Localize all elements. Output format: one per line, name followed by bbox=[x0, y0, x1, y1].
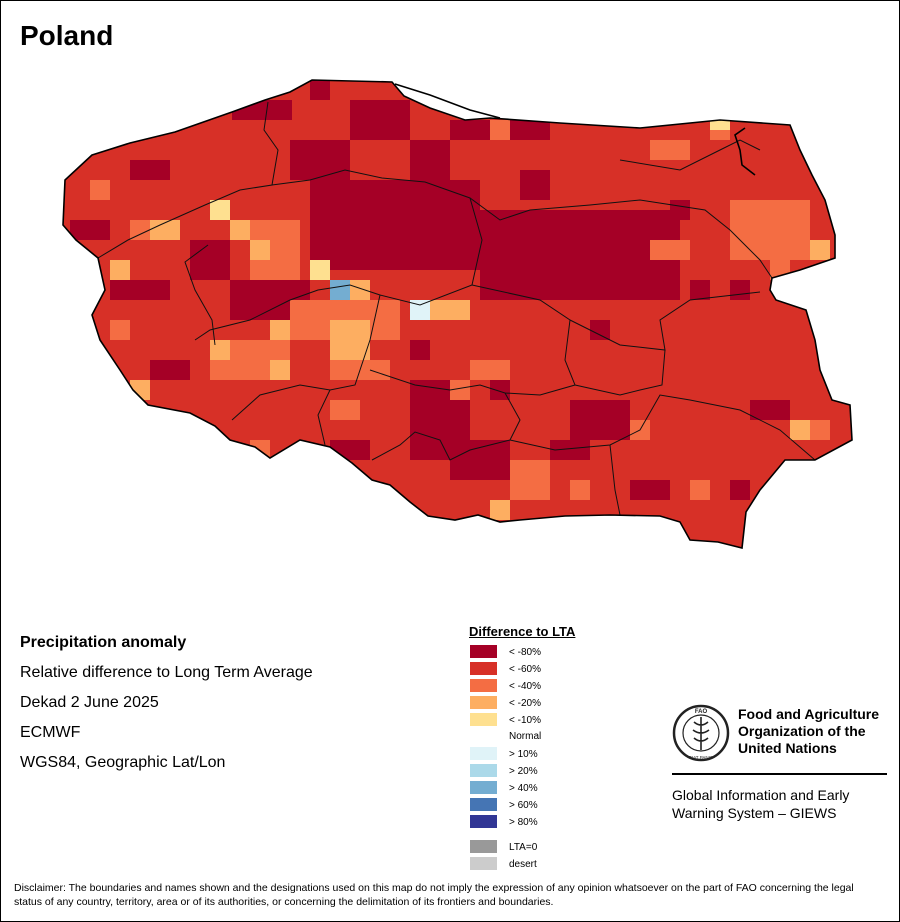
legend-item: > 40% bbox=[469, 779, 575, 796]
legend-label: > 20% bbox=[509, 766, 538, 777]
legend-swatch bbox=[470, 815, 497, 828]
map-info: Precipitation anomaly Relative differenc… bbox=[20, 628, 313, 778]
country-border bbox=[62, 79, 853, 549]
precipitation-map bbox=[62, 79, 853, 549]
legend: Difference to LTA < -80% < -60% < -40% < -2… bbox=[469, 624, 575, 872]
legend-item: > 20% bbox=[469, 762, 575, 779]
legend-swatch bbox=[470, 679, 497, 692]
fao-seal-icon: FAO FIAT PANIS bbox=[672, 704, 730, 762]
legend-label: < -60% bbox=[509, 664, 541, 675]
legend-label: > 10% bbox=[509, 749, 538, 760]
legend-label: > 40% bbox=[509, 783, 538, 794]
svg-text:FIAT PANIS: FIAT PANIS bbox=[689, 755, 713, 760]
legend-label: > 60% bbox=[509, 800, 538, 811]
legend-item: > 60% bbox=[469, 796, 575, 813]
giews-name: Global Information and Early Warning Sys… bbox=[672, 787, 850, 821]
legend-swatch bbox=[470, 662, 497, 675]
info-description: Relative difference to Long Term Average bbox=[20, 664, 313, 681]
legend-swatch bbox=[470, 764, 497, 777]
legend-label: < -40% bbox=[509, 681, 541, 692]
legend-item: < -60% bbox=[469, 660, 575, 677]
legend-swatch bbox=[470, 857, 497, 870]
province-boundaries bbox=[97, 101, 816, 516]
legend-item: > 10% bbox=[469, 745, 575, 762]
anomaly-cells-80 bbox=[70, 80, 790, 500]
legend-swatch bbox=[470, 840, 497, 853]
legend-label: < -80% bbox=[509, 647, 541, 658]
info-source: ECMWF bbox=[20, 724, 81, 741]
info-heading: Precipitation anomaly bbox=[20, 634, 187, 651]
legend-item: < -40% bbox=[469, 677, 575, 694]
fao-name: Food and Agriculture Organization of the… bbox=[738, 706, 880, 756]
legend-title: Difference to LTA bbox=[469, 624, 576, 639]
legend-item: < -80% bbox=[469, 643, 575, 660]
legend-label: Normal bbox=[509, 731, 542, 742]
legend-label: < -20% bbox=[509, 698, 541, 709]
legend-swatch bbox=[470, 696, 497, 709]
info-projection: WGS84, Geographic Lat/Lon bbox=[20, 754, 226, 771]
legend-label: LTA=0 bbox=[509, 842, 538, 853]
legend-swatch bbox=[470, 747, 497, 760]
logo-divider bbox=[672, 773, 887, 775]
legend-item: < -20% bbox=[469, 694, 575, 711]
legend-label: desert bbox=[509, 859, 537, 870]
legend-label: > 80% bbox=[509, 817, 538, 828]
legend-items: < -80% < -60% < -40% < -20% < -10% Normal > 10… bbox=[469, 643, 575, 872]
legend-gap bbox=[469, 830, 575, 838]
anomaly-cells-10 bbox=[210, 120, 730, 280]
map-title: Poland bbox=[20, 20, 114, 51]
legend-swatch bbox=[470, 798, 497, 811]
legend-item: LTA=0 bbox=[469, 838, 575, 855]
anomaly-cells-20 bbox=[110, 220, 830, 520]
svg-text:FAO: FAO bbox=[695, 709, 708, 715]
legend-label: < -10% bbox=[509, 715, 541, 726]
legend-item: > 80% bbox=[469, 813, 575, 830]
legend-swatch bbox=[470, 713, 497, 726]
legend-item: < -10% bbox=[469, 711, 575, 728]
disclaimer: Disclaimer: The boundaries and names sho… bbox=[14, 882, 854, 908]
info-period: Dekad 2 June 2025 bbox=[20, 694, 159, 711]
anomaly-cell-plus40 bbox=[330, 280, 350, 300]
legend-item: desert bbox=[469, 855, 575, 872]
legend-item: Normal bbox=[469, 728, 575, 745]
legend-swatch bbox=[470, 645, 497, 658]
legend-swatch bbox=[470, 781, 497, 794]
anomaly-cell-plus10 bbox=[410, 300, 430, 320]
